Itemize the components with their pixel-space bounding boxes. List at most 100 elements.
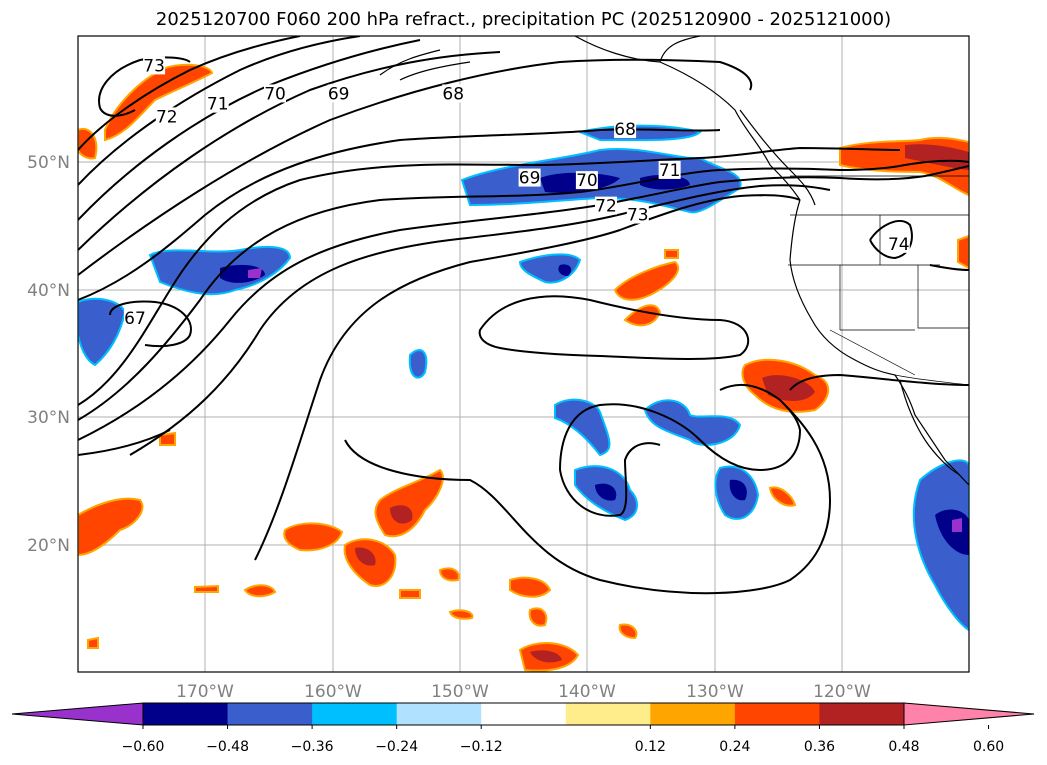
contour-label: 72 — [156, 107, 178, 127]
contour-label-bg — [206, 94, 229, 113]
contour-label-bg — [887, 234, 910, 253]
contour-label: 73 — [143, 56, 165, 76]
contour-73-jet — [254, 194, 801, 561]
shade-positive-tropics-core — [530, 650, 562, 663]
shade-negative-subtropical-cluster — [408, 253, 760, 522]
lat-tick-label: 50°N — [27, 153, 70, 173]
coastline-us-west — [789, 199, 969, 486]
contour-west-lower — [78, 429, 171, 456]
contour-71 — [78, 36, 361, 186]
contour-label: 71 — [659, 161, 681, 181]
contour-label: 74 — [888, 235, 910, 255]
shade-positive-hawaii-core — [390, 505, 413, 524]
colorbar-swatch — [819, 703, 905, 725]
colorbar-tick-label: −0.60 — [122, 739, 165, 755]
shade-positive-aleutian — [104, 63, 214, 142]
shade-negative-baja — [912, 459, 969, 632]
coastline-alaska — [379, 36, 801, 201]
colorbar-swatch — [312, 703, 398, 725]
political-borders — [788, 175, 969, 386]
colorbar-tick-label: −0.48 — [206, 739, 249, 755]
shade-positive-northern-ca — [957, 234, 969, 270]
contour-label-bg — [155, 107, 178, 126]
colorbar-tick-labels: −0.60 −0.48 −0.36 −0.24 −0.12 0.12 0.24 0.36 0.4… — [122, 725, 1004, 755]
contour-label-bg — [658, 160, 681, 179]
colorbar-swatch — [481, 703, 567, 725]
shade-positive-hawaii-west — [283, 522, 397, 587]
contour-label: 70 — [576, 171, 598, 191]
lat-tick-label: 40°N — [27, 281, 70, 301]
contour-67 — [109, 300, 192, 348]
colorbar-tick-label: 0.12 — [635, 739, 666, 755]
colorbar-tick-label: 0.24 — [719, 739, 750, 755]
contour-70-jet — [78, 159, 969, 421]
shade-positive-pnw-core — [905, 144, 969, 170]
map-title: 2025120700 F060 200 hPa refract., precip… — [155, 9, 892, 30]
contour-label: 68 — [442, 84, 464, 104]
contour-label: 73 — [627, 206, 649, 226]
shade-positive-hawaii-west-core — [355, 547, 376, 566]
colorbar-tick-label: −0.12 — [460, 739, 503, 755]
contour-72 — [78, 36, 301, 151]
contour-label: 69 — [519, 169, 541, 189]
contour-label: 70 — [264, 84, 286, 104]
lon-tick-label: 120°W — [813, 682, 871, 702]
shade-positive-west-edge — [78, 497, 144, 557]
contour-inner-loop — [478, 295, 750, 360]
contour-68-north — [78, 58, 753, 276]
contour-label-bg — [143, 56, 166, 75]
colorbar-tick-label: −0.24 — [375, 739, 418, 755]
colorbar-swatch — [565, 703, 651, 725]
contour-socal — [789, 373, 969, 391]
colorbar-swatch — [227, 703, 313, 725]
contour-69-jet — [78, 146, 901, 406]
lat-tick-label: 20°N — [27, 536, 70, 556]
border-states — [788, 214, 969, 376]
lon-tick-label: 150°W — [431, 682, 489, 702]
contour-label-bg — [123, 308, 146, 327]
contour-inner-bowl — [559, 403, 802, 517]
contour-label-bg — [575, 171, 598, 190]
contour-label-bg — [614, 120, 637, 139]
lon-tick-label: 140°W — [558, 682, 616, 702]
colorbar-tick-label: 0.36 — [804, 739, 835, 755]
colorbar-swatch — [734, 703, 820, 725]
colorbar-swatch — [396, 703, 482, 725]
contour-73-north — [98, 56, 191, 117]
contour-label-bg — [594, 196, 617, 215]
shade-negative-baja-purple — [952, 518, 962, 532]
lon-tick-label: 130°W — [686, 682, 744, 702]
colorbar-tick-label: 0.60 — [973, 739, 1004, 755]
contour-72-jet — [129, 184, 831, 456]
map-background — [78, 36, 969, 672]
contour-74-east — [869, 220, 969, 271]
colorbar-swatch — [650, 703, 736, 725]
coastlines — [379, 36, 969, 486]
contour-label-bg — [327, 84, 350, 103]
contour-70 — [78, 39, 421, 221]
colorbar-tick-label: −0.36 — [291, 739, 334, 755]
coastline-baja — [899, 379, 961, 476]
shade-positive-tropics — [87, 249, 797, 672]
longitude-tick-labels: 170°W 160°W 150°W 140°W 130°W 120°W — [176, 682, 871, 702]
contour-label: 67 — [124, 309, 146, 329]
colorbar-tick-label: 0.48 — [888, 739, 919, 755]
contour-label: 68 — [614, 120, 636, 140]
contour-label-bg — [442, 84, 465, 103]
lon-tick-label: 170°W — [176, 682, 234, 702]
coastline-bc — [739, 109, 816, 206]
contour-label-bg — [626, 205, 649, 224]
contour-label-bg — [264, 84, 287, 103]
lat-tick-label: 30°N — [27, 408, 70, 428]
contour-labels: 73 72 71 70 69 68 68 69 70 71 72 73 74 67 — [123, 56, 910, 329]
graticule — [78, 36, 969, 672]
shade-positive-hawaii-north — [374, 468, 444, 538]
latitude-tick-labels: 50°N 40°N 30°N 20°N — [27, 153, 70, 556]
shade-negative-dateline — [78, 297, 127, 367]
colorbar — [11, 702, 1035, 726]
shade-negative-gulf-alaska — [576, 124, 702, 142]
lon-tick-label: 160°W — [304, 682, 362, 702]
positive-anomaly-shading — [78, 63, 969, 672]
contour-label-bg — [518, 168, 541, 187]
